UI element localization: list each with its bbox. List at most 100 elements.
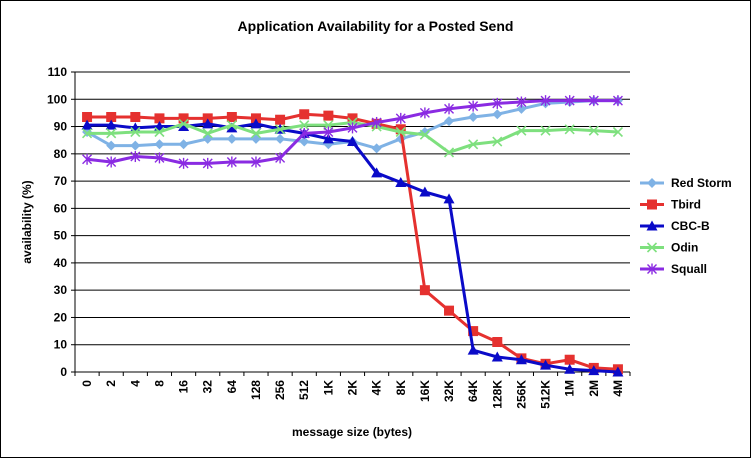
data-point-tbird bbox=[275, 114, 286, 125]
data-point-cbc-b bbox=[540, 359, 552, 370]
legend-entry-cbc-b: CBC-B bbox=[640, 219, 710, 233]
legend-entry-squall: Squall bbox=[640, 262, 707, 276]
data-point-odin bbox=[468, 139, 479, 150]
y-tick-label: 50 bbox=[54, 229, 68, 243]
legend-label: Squall bbox=[671, 262, 707, 276]
data-point-squall bbox=[323, 126, 334, 138]
legend-entry-odin: Odin bbox=[640, 241, 698, 255]
data-point-squall bbox=[106, 156, 117, 168]
data-point-odin bbox=[178, 118, 189, 129]
data-point-red-storm bbox=[371, 143, 382, 154]
data-point-tbird bbox=[492, 337, 503, 347]
data-point-odin bbox=[275, 124, 286, 135]
y-tick-labels: 0 10 20 30 40 50 60 70 80 90 100 110 bbox=[47, 65, 67, 379]
data-point-tbird bbox=[130, 112, 141, 122]
x-tick-label: 256K bbox=[514, 380, 528, 409]
data-point-odin bbox=[130, 126, 141, 138]
y-tick-label: 60 bbox=[54, 201, 68, 215]
data-point-odin bbox=[419, 129, 430, 140]
data-point-cbc-b bbox=[443, 193, 455, 204]
data-point-tbird bbox=[468, 326, 479, 337]
x-tick-label: 0 bbox=[80, 380, 94, 387]
data-point-odin bbox=[492, 136, 503, 147]
x-axis-title: message size (bytes) bbox=[292, 425, 412, 439]
data-point-cbc-b bbox=[322, 133, 334, 144]
data-point-tbird bbox=[444, 305, 455, 316]
x-tick-label: 512 bbox=[297, 380, 311, 400]
data-point-cbc-b bbox=[467, 344, 479, 355]
data-point-squall bbox=[154, 152, 165, 164]
data-point-odin bbox=[81, 128, 93, 139]
data-point-red-storm bbox=[444, 116, 455, 127]
data-point-red-storm bbox=[226, 133, 237, 144]
x-tick-label: 4K bbox=[370, 380, 384, 396]
data-point-cbc-b bbox=[515, 354, 527, 365]
data-point-squall bbox=[516, 96, 527, 108]
x-tick-label: 2M bbox=[587, 380, 601, 397]
data-point-odin bbox=[299, 120, 310, 131]
x-tick-label: 16 bbox=[177, 380, 191, 394]
y-tick-label: 10 bbox=[54, 338, 68, 352]
x-tick-label: 8 bbox=[152, 380, 166, 387]
series-odin bbox=[81, 117, 624, 158]
data-point-odin bbox=[395, 126, 406, 138]
data-point-squall bbox=[347, 122, 358, 134]
data-point-squall bbox=[275, 152, 286, 164]
series-line-tbird bbox=[87, 112, 619, 371]
data-point-cbc-b bbox=[347, 136, 358, 147]
x-tick-label: 4 bbox=[128, 380, 142, 387]
data-point-tbird bbox=[226, 112, 237, 122]
data-point-squall bbox=[540, 95, 551, 107]
data-point-cbc-b bbox=[612, 366, 624, 377]
data-point-squall bbox=[299, 127, 310, 139]
data-point-red-storm bbox=[154, 139, 165, 150]
y-tick-label: 90 bbox=[54, 120, 68, 134]
x-tick-label: 512K bbox=[539, 380, 553, 409]
data-point-cbc-b bbox=[395, 176, 407, 187]
legend-label: Odin bbox=[671, 241, 698, 255]
data-point-tbird bbox=[419, 285, 430, 296]
x-tick-label: 2K bbox=[346, 380, 360, 396]
data-point-squall bbox=[202, 157, 213, 169]
data-point-tbird bbox=[299, 109, 310, 120]
y-tick-label: 80 bbox=[54, 147, 68, 161]
data-point-squall bbox=[492, 97, 503, 109]
x-tick-label: 32K bbox=[442, 380, 456, 402]
data-point-red-storm bbox=[468, 112, 479, 122]
x-tick-label: 8K bbox=[394, 380, 408, 396]
x-tick-label: 16K bbox=[418, 380, 432, 402]
x-tick-label: 1K bbox=[321, 380, 335, 396]
x-tick-labels: 0 2 4 8 16 32 64 128 256 512 1K 2K 4K 8K 16K 32K 64K 128K… bbox=[80, 380, 625, 409]
legend-marker bbox=[647, 263, 657, 275]
data-point-squall bbox=[564, 95, 575, 107]
x-tick-label: 128K bbox=[490, 380, 504, 409]
data-point-tbird bbox=[323, 110, 334, 121]
legend-marker bbox=[647, 178, 657, 188]
x-tick-label: 2 bbox=[104, 380, 118, 387]
data-point-cbc-b bbox=[588, 365, 600, 376]
y-tick-label: 100 bbox=[47, 92, 67, 106]
data-point-squall bbox=[444, 103, 455, 115]
data-point-squall bbox=[250, 156, 261, 168]
data-point-odin bbox=[516, 125, 527, 136]
data-point-tbird bbox=[564, 354, 575, 365]
series-tbird bbox=[82, 109, 623, 375]
data-point-squall bbox=[82, 153, 93, 165]
data-point-cbc-b bbox=[178, 121, 190, 132]
data-point-tbird bbox=[178, 113, 189, 124]
x-tick-label: 64K bbox=[466, 380, 480, 402]
chart-title: Application Availability for a Posted Se… bbox=[237, 18, 514, 34]
data-point-odin bbox=[250, 128, 262, 139]
data-point-odin bbox=[443, 147, 455, 158]
legend-label: Red Storm bbox=[671, 176, 732, 190]
data-point-red-storm bbox=[130, 140, 141, 151]
data-point-red-storm bbox=[275, 133, 286, 144]
x-tick-label: 1M bbox=[563, 380, 577, 397]
legend-entry-tbird: Tbird bbox=[640, 198, 701, 212]
data-point-odin bbox=[564, 124, 575, 135]
data-point-squall bbox=[371, 116, 382, 128]
data-point-tbird bbox=[395, 124, 406, 135]
x-tick-label: 128 bbox=[249, 380, 263, 400]
legend-marker bbox=[646, 220, 658, 231]
